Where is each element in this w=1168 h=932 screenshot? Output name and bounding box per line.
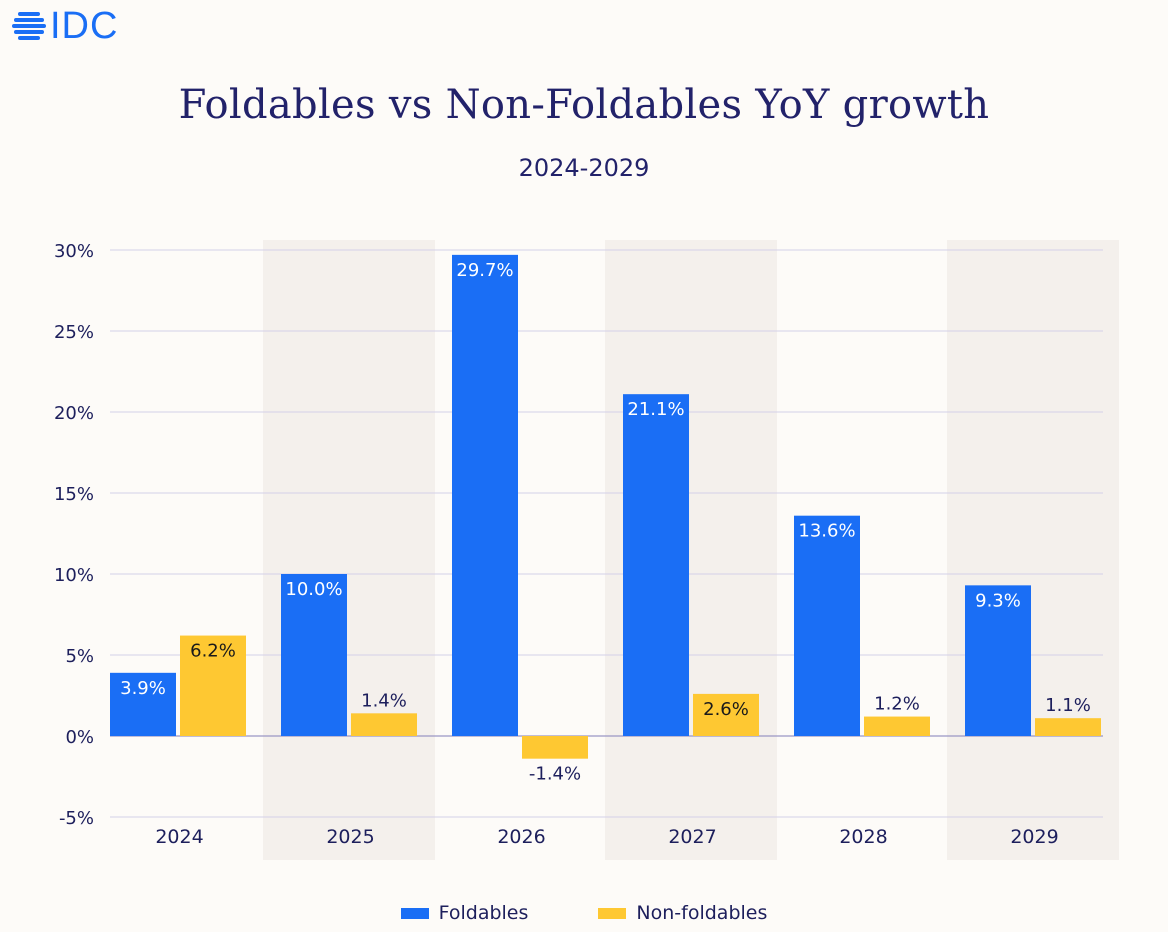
y-tick-label: 5%: [65, 646, 94, 667]
logo-text: IDC: [50, 5, 119, 47]
band-2025: [263, 240, 435, 860]
legend-item-foldables: Foldables: [400, 902, 529, 924]
y-tick-label: -5%: [59, 808, 94, 829]
legend-swatch-foldables: [400, 907, 429, 919]
data-label-nonfoldables-2024: 6.2%: [190, 641, 236, 662]
globe-icon: [12, 12, 46, 40]
data-label-nonfoldables-2025: 1.4%: [361, 690, 407, 711]
data-label-foldables-2024: 3.9%: [120, 678, 166, 699]
y-tick-label: 30%: [54, 241, 94, 262]
x-tick-label-2027: 2027: [668, 826, 716, 848]
y-tick-label: 0%: [65, 727, 94, 748]
bar-foldables-2025: [281, 574, 347, 736]
legend-item-nonfoldables: Non-foldables: [598, 902, 767, 924]
data-label-nonfoldables-2029: 1.1%: [1045, 695, 1091, 716]
data-label-nonfoldables-2028: 1.2%: [874, 694, 920, 715]
bar-chart: 30% 25% 20% 15% 10% 5% 0% -5% 3.9% 6.2% 2024 10.0% 1…: [54, 240, 1119, 860]
data-label-foldables-2027: 21.1%: [627, 399, 684, 420]
x-tick-label-2029: 2029: [1010, 826, 1058, 848]
bar-nonfoldables-2029: [1035, 718, 1101, 736]
legend: Foldables Non-foldables: [0, 902, 1168, 924]
bar-nonfoldables-2025: [351, 713, 417, 736]
band-2029: [947, 240, 1119, 860]
bar-foldables-2024: [110, 672, 176, 736]
y-tick-label: 10%: [54, 565, 94, 586]
data-label-foldables-2026: 29.7%: [456, 260, 513, 281]
bar-nonfoldables-2027: [693, 693, 759, 736]
data-label-foldables-2025: 10.0%: [285, 579, 342, 600]
bar-foldables-2028: [794, 515, 860, 736]
legend-label-nonfoldables: Non-foldables: [636, 902, 768, 924]
bar-foldables-2029: [965, 585, 1031, 736]
chart-subtitle: 2024-2029: [518, 154, 650, 182]
bar-nonfoldables-2024: [180, 635, 246, 736]
x-tick-label-2024: 2024: [155, 826, 203, 848]
data-label-nonfoldables-2027: 2.6%: [703, 699, 749, 720]
legend-label-foldables: Foldables: [438, 902, 529, 924]
data-label-nonfoldables-2026: -1.4%: [529, 764, 581, 785]
x-tick-label-2025: 2025: [326, 826, 374, 848]
data-label-foldables-2028: 13.6%: [798, 521, 855, 542]
bar-nonfoldables-2026: [522, 736, 588, 759]
x-tick-label-2026: 2026: [497, 826, 545, 848]
bar-nonfoldables-2028: [864, 716, 930, 736]
y-tick-label: 15%: [54, 484, 94, 505]
y-tick-label: 20%: [54, 403, 94, 424]
bar-foldables-2027: [623, 394, 689, 736]
idc-logo: IDC: [12, 4, 118, 48]
chart-title: Foldables vs Non-Foldables YoY growth: [178, 82, 990, 128]
x-tick-label-2028: 2028: [839, 826, 887, 848]
data-label-foldables-2029: 9.3%: [975, 590, 1021, 611]
y-tick-label: 25%: [54, 322, 94, 343]
bar-foldables-2026: [452, 254, 518, 737]
legend-swatch-nonfoldables: [598, 907, 627, 919]
